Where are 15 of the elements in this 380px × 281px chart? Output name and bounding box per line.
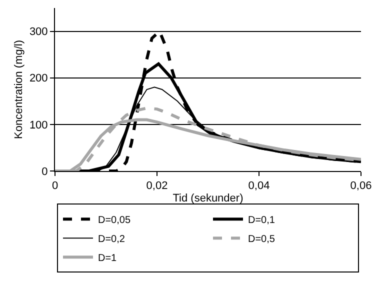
x-axis-title: Tid (sekunder)	[172, 192, 244, 204]
legend-label: D=1	[98, 253, 118, 264]
legend-label: D=0,05	[98, 215, 131, 226]
y-axis-title: Koncentration (mg/l)	[13, 40, 26, 140]
x-tick-label: 0,02	[146, 180, 168, 192]
y-tick-label: 0	[42, 166, 48, 178]
legend-label: D=0,5	[248, 234, 276, 245]
y-tick-label: 200	[29, 72, 48, 85]
x-tick-label: 0,06	[350, 180, 372, 192]
y-tick-label: 100	[29, 119, 48, 132]
legend-label: D=0,1	[248, 215, 276, 226]
x-tick-label: 0	[52, 180, 58, 192]
legend-label: D=0,2	[98, 234, 126, 245]
x-tick-label: 0,04	[248, 180, 270, 192]
y-tick-label: 300	[29, 26, 48, 38]
